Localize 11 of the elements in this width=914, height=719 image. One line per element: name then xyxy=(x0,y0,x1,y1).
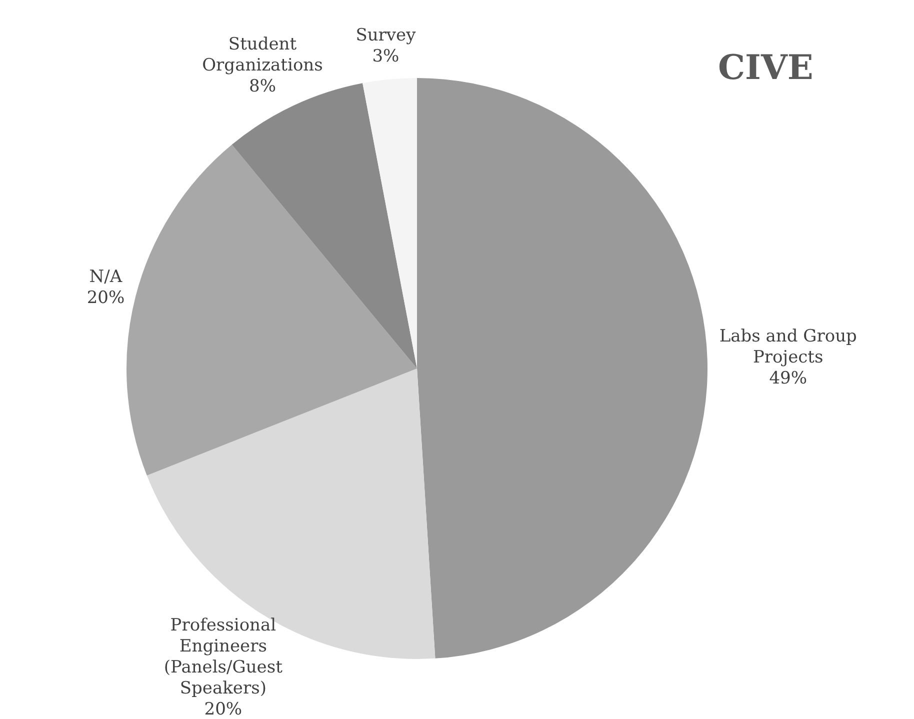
slice-label: Professional Engineers (Panels/Guest Speakers) xyxy=(164,616,283,699)
data-label: 3% xyxy=(372,46,400,66)
data-label: 49% xyxy=(769,368,808,388)
text: CIVE xyxy=(718,48,814,88)
slice-label: Student Organizations xyxy=(202,34,323,76)
slice-label: Labs and Group Projects xyxy=(719,326,858,368)
slice-label: Survey xyxy=(356,25,416,46)
data-label: 20% xyxy=(204,700,242,719)
slice-label: N/A xyxy=(89,266,123,287)
data-label: 20% xyxy=(86,288,125,308)
data-label: 8% xyxy=(249,76,276,97)
